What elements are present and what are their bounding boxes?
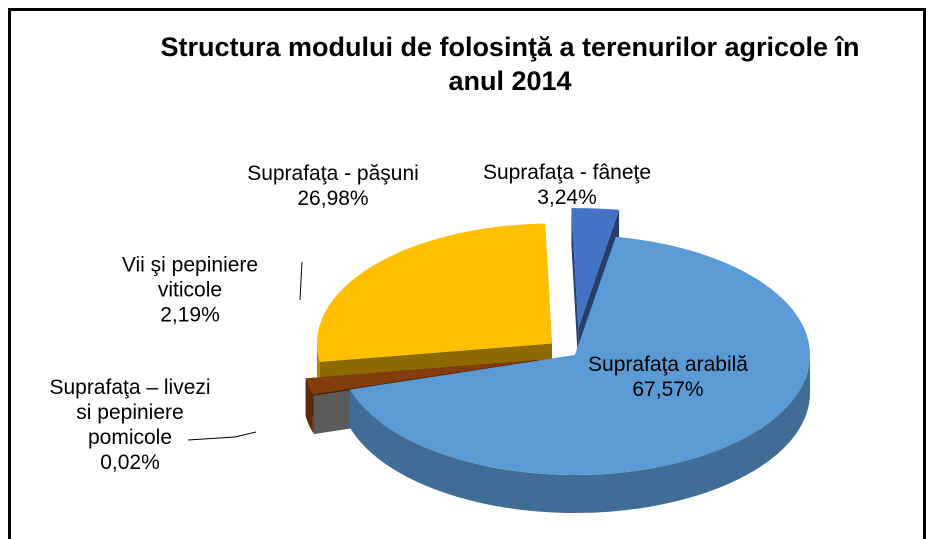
category-label: Suprafaţa - fâneţe <box>482 161 652 184</box>
value-label: 67,57% <box>632 378 704 401</box>
slice <box>316 223 552 362</box>
slice <box>305 360 538 395</box>
value-label: 26,98% <box>297 187 369 210</box>
value-label: 2,19% <box>160 303 220 327</box>
slice <box>349 236 810 476</box>
data-label: Vii şi pepiniere viticole 2,19% <box>120 253 260 328</box>
leader-line <box>299 261 303 301</box>
leader-line <box>187 431 257 441</box>
category-label: Suprafaţa arabilă <box>588 353 748 376</box>
value-label: 0,02% <box>100 451 160 474</box>
category-label: Suprafaţa – livezi si pepiniere pomicole <box>49 376 211 449</box>
data-label: Suprafaţa arabilă 67,57% <box>568 352 768 402</box>
pie <box>305 208 810 513</box>
chart-title: Structura modului de folosinţă a terenur… <box>160 32 860 96</box>
value-label: 3,24% <box>537 186 597 209</box>
slice <box>571 208 620 329</box>
slice-side <box>349 355 810 513</box>
data-label: Suprafaţa – livezi si pepiniere pomicole… <box>40 375 220 475</box>
slice-side <box>305 378 313 433</box>
category-label: Suprafaţa - păşuni <box>247 162 419 185</box>
data-label: Suprafaţa - păşuni 26,98% <box>243 161 423 211</box>
slice-wall <box>571 208 579 367</box>
category-label: Vii şi pepiniere viticole <box>121 253 259 302</box>
data-label: Suprafaţa - fâneţe 3,24% <box>477 160 657 210</box>
chart-frame <box>8 8 926 539</box>
